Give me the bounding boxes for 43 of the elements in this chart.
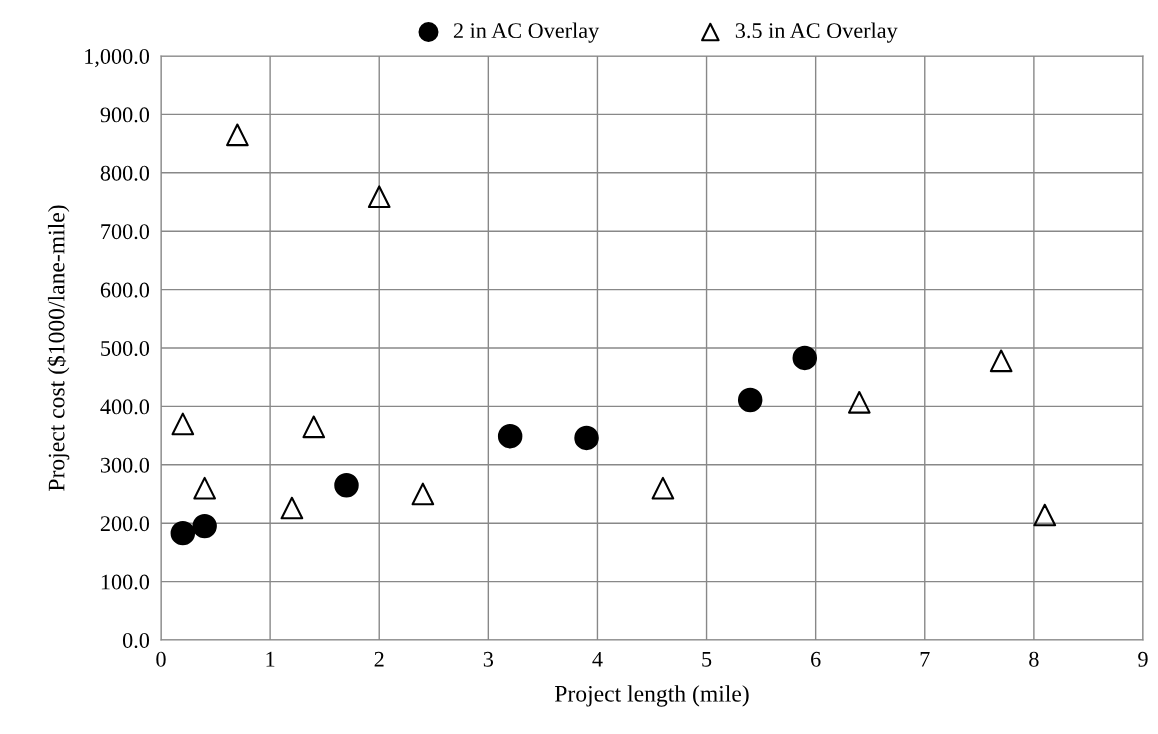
- y-tick-label: 500.0: [101, 340, 150, 357]
- x-tick-label: 4: [592, 651, 603, 667]
- x-tick-label: 3: [483, 651, 494, 667]
- y-tick-label: 1,000.0: [85, 48, 150, 68]
- point: [847, 390, 871, 414]
- y-tick-label: 400.0: [100, 399, 150, 415]
- point: [411, 482, 435, 506]
- legend-label: 3.5 in AC Overlay: [735, 22, 898, 43]
- point: [192, 513, 217, 539]
- x-axis-title: Project length (mile): [554, 685, 749, 707]
- y-tick-label: 600.0: [100, 282, 150, 298]
- y-tick-label: 200.0: [100, 516, 150, 532]
- point: [989, 349, 1013, 373]
- point: [280, 496, 304, 520]
- y-tick-label: 0.0: [122, 632, 150, 649]
- point: [792, 345, 817, 371]
- y-tick-label: 300.0: [100, 457, 150, 473]
- legend-label: 2 in AC Overlay: [453, 22, 600, 43]
- point: [226, 123, 249, 147]
- point: [302, 415, 326, 439]
- x-tick-label: 1: [266, 651, 275, 667]
- x-tick-label: 5: [702, 651, 712, 667]
- point: [193, 476, 216, 500]
- point: [651, 476, 675, 500]
- point: [367, 185, 391, 209]
- point: [574, 425, 599, 451]
- x-tick-label: 2: [374, 651, 384, 667]
- point: [334, 473, 359, 498]
- point: [1033, 503, 1057, 527]
- y-tick-label: 900.0: [100, 107, 150, 123]
- y-tick-label: 800.0: [100, 165, 150, 181]
- x-tick-label: 9: [1138, 651, 1148, 667]
- point: [171, 412, 195, 436]
- x-tick-label: 7: [920, 651, 930, 667]
- x-tick-label: 6: [811, 651, 821, 667]
- y-axis-title: Project cost ($1000/lane-mile): [47, 205, 70, 491]
- y-tick-label: 700.0: [101, 224, 150, 240]
- x-tick-label: 0: [156, 651, 166, 667]
- point: [170, 520, 196, 546]
- point: [497, 423, 523, 449]
- x-tick-label: 8: [1029, 651, 1039, 667]
- point: [737, 387, 763, 413]
- y-tick-label: 100.0: [101, 574, 150, 590]
